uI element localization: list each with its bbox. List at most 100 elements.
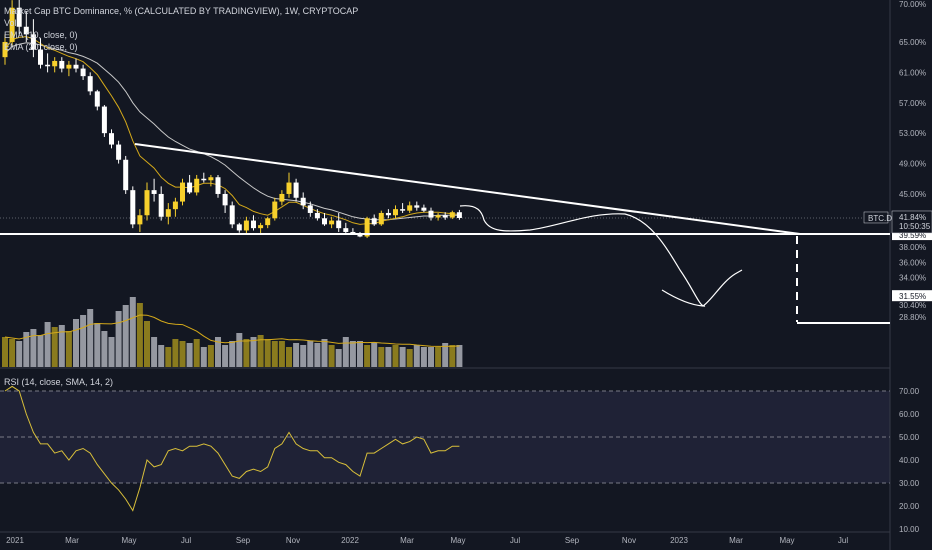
candle-body [236, 224, 242, 231]
volume-bar [364, 345, 371, 367]
volume-bar [349, 341, 356, 367]
candle [109, 129, 114, 149]
candle [300, 192, 306, 210]
volume-bar [151, 337, 158, 367]
candle-body [165, 209, 171, 217]
candle-body [9, 7, 15, 42]
candle-body [357, 234, 363, 237]
volume-bar [442, 343, 449, 367]
candle-body [222, 193, 228, 206]
time-tick-label: Mar [65, 536, 79, 545]
candle [215, 174, 221, 198]
candle-body [407, 205, 413, 211]
candle-body [428, 210, 434, 218]
projection-path [459, 205, 706, 307]
candle-body [137, 215, 143, 225]
candle [414, 201, 420, 211]
candle-body [272, 201, 278, 219]
candle-body [435, 215, 441, 218]
ema-slow-legend: EMA (20, close, 0) [4, 42, 78, 52]
candle [236, 222, 242, 233]
volume-bar [222, 345, 229, 367]
volume-bar [413, 345, 420, 367]
volume-bar [328, 345, 335, 367]
volume-bar [420, 347, 427, 367]
candle-body [172, 201, 178, 210]
volume-bar [278, 341, 285, 367]
candle-body [393, 209, 398, 216]
candle-body [442, 215, 448, 218]
last-price-badge-bg [891, 210, 932, 234]
volume-bar [2, 337, 8, 367]
candle [165, 203, 171, 225]
candle [272, 197, 278, 221]
candle-body [414, 205, 420, 208]
candle-body [45, 64, 51, 67]
price-tick-label: 36.00% [899, 258, 926, 267]
volume-bar [257, 335, 264, 367]
price-tick-label: 49.00% [899, 160, 926, 169]
candle [187, 174, 193, 194]
rsi-tick-label: 50.00 [899, 433, 920, 442]
candle [123, 155, 129, 194]
candle [286, 172, 292, 198]
candle-body [258, 225, 264, 229]
candle [208, 174, 214, 187]
price-tick-label: 30.40% [899, 301, 926, 310]
price-tick-label: 34.00% [899, 274, 926, 283]
volume-bar [399, 347, 406, 367]
time-tick-label: Sep [236, 536, 251, 545]
volume-bar [44, 322, 51, 367]
symbol-tag: BTC.D [868, 214, 892, 223]
candle-body [385, 212, 391, 216]
volume-bar [314, 343, 321, 367]
time-tick-label: 2021 [6, 536, 24, 545]
volume-bar [136, 303, 143, 367]
target-price-badge: 31.55% [899, 292, 926, 301]
candle-body [343, 228, 349, 232]
candle-body [300, 197, 306, 206]
candle-body [243, 220, 249, 231]
candle-body [130, 190, 136, 225]
volume-bar [23, 332, 30, 367]
candle [393, 205, 398, 219]
candle [2, 34, 8, 65]
volume-bar [16, 341, 23, 367]
support-price-badge-bg [892, 229, 932, 241]
candle-body [16, 7, 22, 27]
candle-body [66, 64, 72, 69]
candle-body [87, 76, 93, 92]
candle [45, 53, 51, 73]
candle [243, 216, 249, 234]
candle-body [52, 60, 58, 67]
volume-bar [73, 319, 79, 367]
candle-body [314, 212, 320, 219]
candle-body [322, 218, 327, 225]
volume-bar [129, 297, 136, 367]
candle [421, 204, 427, 213]
rsi-tick-label: 20.00 [899, 502, 920, 511]
price-tick-label: 57.00% [899, 99, 926, 108]
candle [30, 19, 36, 58]
time-tick-label: Mar [400, 536, 414, 545]
volume-bar [115, 311, 122, 367]
volume-bar [321, 339, 328, 367]
candle [201, 172, 207, 183]
volume-bar [371, 343, 378, 367]
volume-bar [357, 341, 363, 367]
candle [59, 57, 65, 73]
rsi-tick-label: 70.00 [899, 387, 920, 396]
volume-bar [87, 309, 94, 367]
candle-body [456, 212, 462, 218]
candle-body [2, 41, 8, 58]
volume-bar [385, 347, 392, 367]
time-tick-label: May [121, 536, 136, 545]
volume-bar [236, 333, 243, 367]
candle-body [286, 182, 292, 194]
support-price-badge: 39.59% [899, 231, 926, 240]
volume-bar [207, 345, 214, 367]
candle [130, 186, 136, 229]
candle-body [208, 177, 214, 181]
candle [314, 209, 320, 221]
